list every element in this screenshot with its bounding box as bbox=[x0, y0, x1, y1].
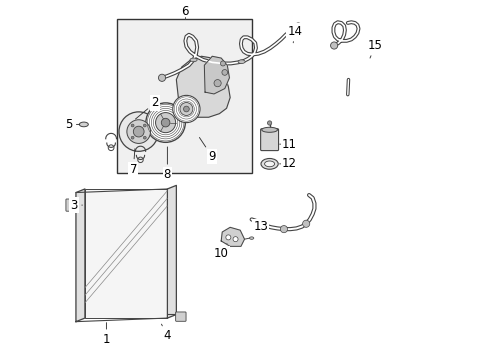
Circle shape bbox=[145, 103, 185, 142]
Text: 7: 7 bbox=[129, 149, 137, 176]
Circle shape bbox=[183, 106, 189, 112]
Text: 10: 10 bbox=[213, 243, 228, 260]
Text: 6: 6 bbox=[181, 5, 189, 18]
Bar bbox=[85, 189, 167, 318]
Text: 2: 2 bbox=[135, 96, 158, 119]
Circle shape bbox=[294, 23, 301, 30]
Circle shape bbox=[131, 136, 134, 139]
Ellipse shape bbox=[249, 237, 253, 239]
Text: 8: 8 bbox=[163, 147, 171, 181]
Circle shape bbox=[155, 113, 175, 133]
FancyBboxPatch shape bbox=[260, 129, 278, 150]
FancyBboxPatch shape bbox=[175, 312, 185, 321]
Polygon shape bbox=[76, 189, 85, 321]
Ellipse shape bbox=[261, 158, 278, 169]
Circle shape bbox=[214, 80, 221, 87]
Circle shape bbox=[330, 42, 337, 49]
Polygon shape bbox=[204, 56, 229, 94]
Text: 5: 5 bbox=[65, 118, 80, 131]
Circle shape bbox=[143, 124, 146, 127]
Circle shape bbox=[258, 220, 265, 227]
Circle shape bbox=[172, 95, 200, 123]
Ellipse shape bbox=[79, 122, 88, 127]
Text: 9: 9 bbox=[199, 138, 216, 163]
Text: 3: 3 bbox=[70, 199, 82, 212]
Circle shape bbox=[233, 237, 238, 242]
Text: 15: 15 bbox=[367, 39, 382, 58]
Circle shape bbox=[180, 103, 192, 116]
Text: 14: 14 bbox=[286, 25, 302, 43]
Bar bbox=[85, 189, 167, 318]
Text: 13: 13 bbox=[253, 220, 267, 233]
Circle shape bbox=[225, 235, 230, 240]
Ellipse shape bbox=[261, 127, 277, 132]
Ellipse shape bbox=[190, 58, 197, 62]
Circle shape bbox=[302, 220, 309, 227]
Polygon shape bbox=[221, 227, 244, 246]
Circle shape bbox=[280, 226, 287, 233]
Polygon shape bbox=[176, 56, 230, 117]
Ellipse shape bbox=[238, 60, 244, 63]
Text: 11: 11 bbox=[279, 138, 296, 150]
Circle shape bbox=[143, 136, 146, 139]
Circle shape bbox=[158, 74, 165, 81]
FancyBboxPatch shape bbox=[66, 199, 74, 211]
Circle shape bbox=[161, 118, 169, 127]
Circle shape bbox=[220, 61, 225, 66]
Circle shape bbox=[222, 69, 227, 75]
Text: 12: 12 bbox=[279, 157, 296, 170]
Polygon shape bbox=[167, 185, 176, 318]
Text: 1: 1 bbox=[102, 323, 110, 346]
Bar bbox=[117, 19, 251, 173]
Circle shape bbox=[119, 112, 158, 151]
Ellipse shape bbox=[264, 161, 274, 167]
Circle shape bbox=[126, 120, 150, 143]
Circle shape bbox=[133, 126, 144, 137]
Circle shape bbox=[267, 121, 271, 125]
Circle shape bbox=[131, 124, 134, 127]
Text: 4: 4 bbox=[161, 324, 171, 342]
